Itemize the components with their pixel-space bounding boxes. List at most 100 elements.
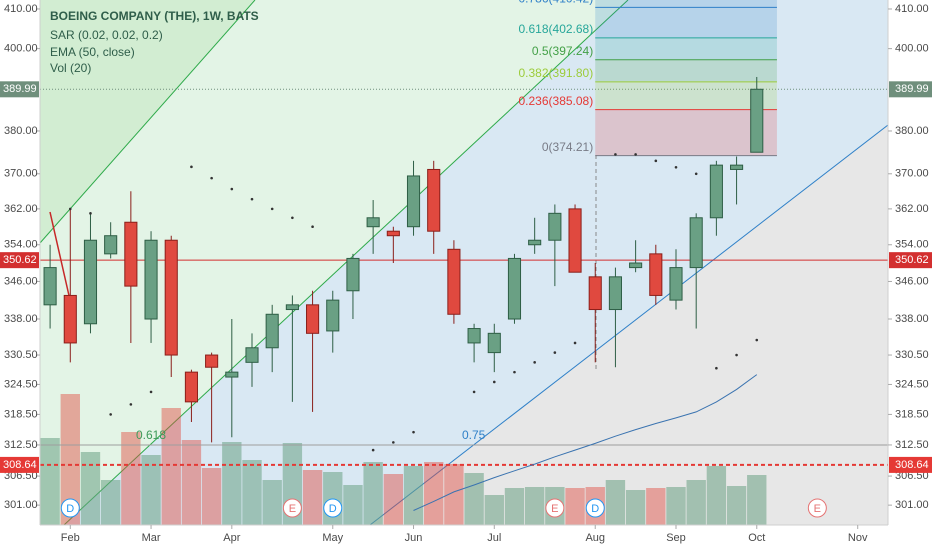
volume-bar: [80, 452, 101, 525]
fib-label: 0.618(402.68): [519, 22, 594, 36]
candle-layer: [43, 76, 764, 511]
x-tick-label: Jul: [487, 532, 501, 544]
y-tick-label: 380.00: [895, 125, 929, 137]
event-marker: [807, 498, 827, 518]
sar-dot: [149, 390, 153, 394]
sar-dot: [230, 187, 234, 191]
volume-bar: [464, 473, 484, 525]
y-tick-label: 318.50: [4, 408, 38, 420]
y-tick-label: 306.50: [895, 470, 929, 482]
candle-body: [63, 294, 77, 344]
level-label-box: [889, 81, 932, 98]
volume-bar: [484, 495, 504, 525]
level-label-box: [889, 252, 932, 269]
candle-body: [245, 347, 259, 363]
fib-label: 0.786(410.42): [519, 0, 594, 6]
fib-label: 0.236(385.08): [519, 94, 594, 108]
sar-dot: [553, 351, 557, 354]
volume-bar: [100, 480, 121, 525]
candle-body: [43, 267, 57, 306]
candle-body: [205, 354, 219, 368]
volume-layer: [40, 394, 767, 525]
volume-bar: [706, 466, 727, 525]
candle-body: [730, 164, 744, 170]
fib-zone: [595, 7, 777, 38]
fib-zone: [595, 81, 777, 110]
candle-body: [124, 221, 138, 287]
volume-bar: [121, 432, 141, 525]
channel-label: 0.75: [462, 428, 486, 442]
y-tick-label: 330.50: [895, 349, 929, 361]
sar-dot: [371, 448, 375, 452]
y-tick-label: 338.00: [895, 313, 929, 325]
candle-body: [588, 276, 602, 311]
legend-title: BOEING COMPANY (THE), 1W, BATS: [50, 9, 259, 23]
event-marker: [585, 498, 605, 518]
volume-bar: [524, 487, 545, 525]
legend-indicator: Vol (20): [50, 61, 91, 75]
volume-bar: [444, 464, 464, 525]
sar-dot: [291, 216, 294, 220]
y-tick-label: 338.00: [4, 313, 38, 325]
fib-zone: [595, 109, 777, 156]
y-tick-label: 354.00: [4, 239, 38, 251]
level-label: 308.64: [895, 459, 929, 471]
channel-label: 0.618: [136, 428, 166, 442]
level-label: 389.99: [3, 83, 37, 95]
x-tick-label: Sep: [666, 532, 686, 544]
sar-dot: [573, 341, 577, 345]
legend-indicator: EMA (50, close): [50, 45, 135, 59]
volume-bar: [141, 455, 161, 525]
channel-fill-blue: [64, 0, 888, 525]
y-tick-label: 312.50: [895, 439, 929, 451]
legend: BOEING COMPANY (THE), 1W, BATS SAR (0.02…: [50, 9, 259, 75]
y-tick-label: 346.00: [4, 275, 38, 287]
candle-body: [225, 371, 239, 378]
x-tick-label: Jun: [405, 532, 423, 544]
sar-dot: [735, 353, 738, 357]
sar-dot: [190, 165, 193, 169]
volume-bar: [161, 408, 181, 525]
channel-line-upper: [39, 0, 256, 244]
y-tick-label: 324.50: [895, 378, 929, 390]
candle-body: [608, 276, 622, 311]
y-tick-label: 301.00: [895, 499, 929, 511]
legend-indicator: SAR (0.02, 0.02, 0.2): [50, 28, 163, 42]
fib-label: 0(374.21): [542, 140, 593, 154]
y-tick-label: 380.00: [4, 125, 38, 137]
level-label: 389.99: [895, 83, 929, 95]
event-marker: [60, 498, 80, 518]
x-tick-label: Nov: [848, 532, 868, 544]
volume-bar: [625, 490, 646, 525]
event-label: D: [591, 503, 599, 515]
y-tick-label: 312.50: [4, 439, 38, 451]
y-tick-label: 410.00: [895, 3, 929, 15]
event-marker: [545, 498, 565, 518]
volume-bar: [403, 466, 424, 525]
x-tick-label: Oct: [748, 532, 765, 544]
sar-dot: [472, 390, 476, 394]
sar-dot: [109, 413, 112, 416]
sar-dot: [129, 403, 133, 406]
y-tick-label: 318.50: [895, 408, 929, 420]
volume-bar: [60, 394, 80, 525]
sar-dot: [311, 225, 314, 229]
fib-zone: [595, 59, 777, 82]
candle-body: [184, 371, 198, 403]
candle-body: [750, 88, 764, 153]
trend-line: [49, 211, 71, 301]
y-tick-label: 354.00: [895, 239, 929, 251]
event-label: E: [289, 503, 296, 515]
volume-bar: [242, 460, 262, 525]
level-label-box: [889, 456, 932, 473]
fib-label: 0.5(397.24): [532, 44, 593, 58]
x-tick-label: May: [322, 532, 343, 544]
volume-bar: [222, 442, 242, 525]
candle-body: [83, 239, 98, 325]
candle-body: [649, 253, 663, 296]
volume-bar: [605, 480, 626, 525]
candle-body: [285, 304, 299, 311]
y-tick-label: 346.00: [895, 275, 929, 287]
y-tick-label: 306.50: [4, 470, 38, 482]
sar-dot: [634, 153, 637, 156]
